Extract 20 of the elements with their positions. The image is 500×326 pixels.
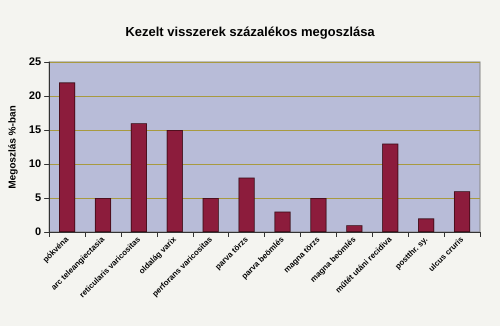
y-tick-label: 15	[28, 124, 42, 136]
y-tick-label: 25	[28, 56, 42, 68]
bar	[94, 198, 112, 232]
bar	[238, 178, 255, 232]
bar	[130, 123, 147, 232]
bar	[346, 225, 362, 232]
y-tick-label: 10	[28, 158, 42, 170]
bar	[382, 144, 398, 232]
bar	[166, 130, 183, 232]
bar	[202, 198, 219, 232]
y-tick-label: 20	[28, 90, 42, 102]
y-tick-label: 5	[35, 192, 42, 204]
y-tick-label: 0	[35, 226, 42, 238]
bar	[454, 191, 470, 232]
bar	[274, 212, 291, 232]
bar	[418, 218, 434, 232]
chart-title: Kezelt visszerek százalékos megoszlása	[125, 24, 376, 39]
y-axis-title: Megoszlás %-ban	[8, 105, 18, 189]
bar	[59, 82, 76, 232]
bar	[310, 198, 327, 232]
